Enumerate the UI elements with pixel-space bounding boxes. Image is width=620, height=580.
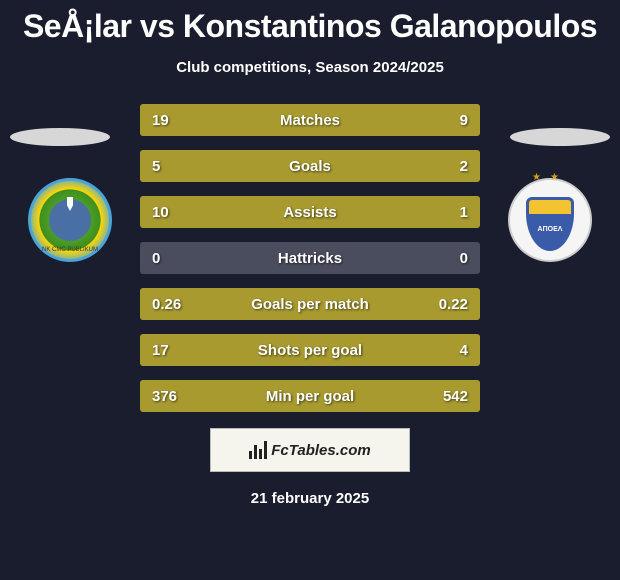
left-team-badge-text: NK CMC PUBLIKUM [31,247,109,253]
page-subtitle: Club competitions, Season 2024/2025 [0,59,620,76]
star-icon: ★ [532,172,541,183]
stat-label: Shots per goal [140,334,480,366]
stat-label: Hattricks [140,242,480,274]
soccer-ball-icon [49,199,91,241]
stat-row: 101Assists [140,196,480,228]
stat-label: Assists [140,196,480,228]
left-oval-decor [10,128,110,146]
brand-text: FcTables.com [271,442,370,459]
right-team-logo: ★ ★ ΑΠΟΕΛ [508,178,592,262]
footer-date: 21 february 2025 [0,490,620,507]
page-title: SeÅ¡lar vs Konstantinos Galanopoulos [0,0,620,45]
stat-label: Goals [140,150,480,182]
stat-row: 199Matches [140,104,480,136]
shield-icon: ΑΠΟΕΛ [526,197,574,251]
stat-label: Goals per match [140,288,480,320]
left-team-logo: NK CMC PUBLIKUM [28,178,112,262]
stat-row: 0.260.22Goals per match [140,288,480,320]
stat-row: 376542Min per goal [140,380,480,412]
fctables-brand-badge[interactable]: FcTables.com [210,428,410,472]
stats-comparison: 199Matches 52Goals 101Assists 00Hattricks 0.… [140,104,480,412]
stat-row: 00Hattricks [140,242,480,274]
stat-label: Min per goal [140,380,480,412]
bar-chart-icon [249,441,267,459]
star-icon: ★ [550,172,559,183]
right-team-badge-text: ΑΠΟΕΛ [538,226,563,233]
stat-label: Matches [140,104,480,136]
right-oval-decor [510,128,610,146]
stat-row: 52Goals [140,150,480,182]
stat-row: 174Shots per goal [140,334,480,366]
